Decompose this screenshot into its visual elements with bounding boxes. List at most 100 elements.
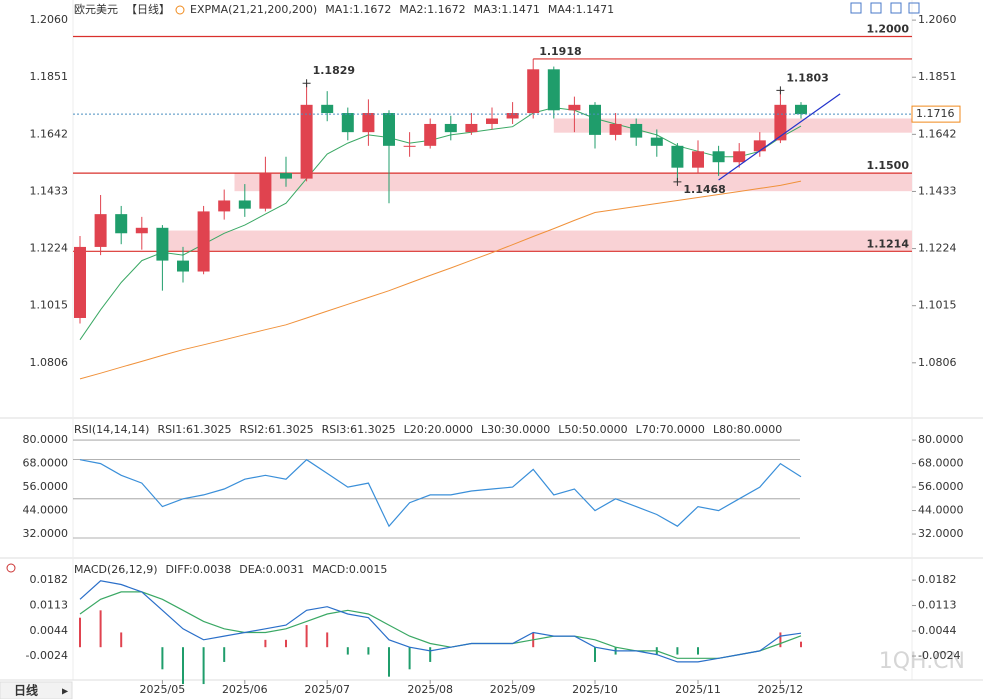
- x-tick-label: 2025/09: [490, 683, 536, 696]
- header-label: DIFF:0.0038: [166, 563, 232, 576]
- header-label: MACD:0.0015: [312, 563, 387, 576]
- header-label: 欧元美元: [74, 3, 118, 16]
- macd-bar: [326, 632, 329, 648]
- y-tick-label: 1.1851: [918, 70, 957, 83]
- candle-body: [341, 113, 354, 133]
- y-tick-label: 68.0000: [918, 457, 964, 470]
- header-label: MA2:1.1672: [399, 3, 465, 16]
- y-tick-label: 0.0182: [918, 573, 957, 586]
- peak-label: 1.1829: [313, 64, 355, 77]
- candle-body: [568, 104, 581, 111]
- candle-body: [671, 145, 684, 168]
- macd-bar: [182, 647, 184, 685]
- watermark: 1QH.CN: [879, 649, 965, 674]
- header-label: MA1:1.1672: [325, 3, 391, 16]
- zone: [553, 118, 912, 133]
- candle-body: [424, 123, 437, 146]
- macd-bar: [346, 647, 349, 655]
- macd-bar: [120, 632, 123, 648]
- level-label: 1.1918: [539, 45, 581, 58]
- settings-icon[interactable]: [6, 563, 16, 573]
- header-label: DEA:0.0031: [239, 563, 304, 576]
- period-tab[interactable]: [0, 681, 73, 699]
- header-label: RSI2:61.3025: [240, 423, 314, 436]
- candle-body: [527, 69, 540, 114]
- dea-line: [79, 591, 802, 659]
- y-tick-label: 32.0000: [918, 527, 964, 540]
- macd-bar: [264, 639, 267, 648]
- peak-marker: [776, 86, 785, 95]
- candle-body: [156, 227, 169, 261]
- zone: [162, 230, 912, 252]
- macd-bar: [408, 647, 411, 670]
- y-tick-label: 1.0806: [918, 356, 957, 369]
- header-label: MA3:1.1471: [474, 3, 540, 16]
- x-tick-label: 2025/05: [140, 683, 186, 696]
- macd-bar: [594, 647, 596, 662]
- y-tick-label: -0.0024: [26, 649, 68, 662]
- tab-arrow: ▶: [62, 687, 69, 696]
- y-tick-label: 44.0000: [918, 504, 964, 517]
- y-tick-label: 0.0113: [30, 599, 69, 612]
- icon[interactable]: [870, 2, 882, 14]
- peak-marker: [302, 79, 311, 88]
- icon[interactable]: [890, 2, 902, 14]
- macd-bar: [779, 632, 782, 648]
- header-label: EXPMA(21,21,200,200): [190, 3, 317, 16]
- header-label: L50:50.0000: [558, 423, 627, 436]
- rsi-line: [79, 458, 802, 528]
- y-tick-label: 80.0000: [918, 433, 964, 446]
- peak-label: 1.1803: [786, 71, 828, 84]
- candle-body: [547, 69, 560, 111]
- icon[interactable]: [850, 2, 862, 14]
- y-tick-label: 0.0113: [918, 599, 957, 612]
- macd-bar: [676, 647, 679, 655]
- x-tick-label: 2025/07: [304, 683, 350, 696]
- macd-bar: [285, 639, 287, 648]
- candle-body: [753, 140, 766, 152]
- x-tick-label: 2025/08: [407, 683, 453, 696]
- candle-body: [465, 123, 478, 133]
- candle-body: [712, 151, 725, 163]
- macd-bar: [800, 641, 802, 648]
- y-tick-label: 1.1433: [30, 184, 69, 197]
- y-tick-label: 1.1015: [30, 299, 69, 312]
- header-label: L80:80.0000: [713, 423, 782, 436]
- y-tick-label: 0.0044: [918, 624, 957, 637]
- candle-body: [733, 151, 746, 163]
- y-tick-label: 80.0000: [23, 433, 69, 446]
- candle-body: [74, 246, 86, 318]
- period-tab-label[interactable]: 日线: [14, 683, 38, 698]
- header-label: RSI1:61.3025: [157, 423, 231, 436]
- candle-body: [280, 173, 292, 179]
- candle-body: [177, 260, 189, 272]
- y-tick-label: 0.0182: [30, 573, 69, 586]
- candle-body: [444, 123, 457, 133]
- header-icon: [175, 5, 185, 15]
- y-tick-label: 1.1642: [918, 127, 957, 140]
- y-tick-label: 56.0000: [23, 480, 69, 493]
- x-tick-label: 2025/12: [758, 683, 804, 696]
- header-label: MACD(26,12,9): [74, 563, 158, 576]
- y-tick-label: -0.0024: [918, 649, 960, 662]
- toolbar-icons[interactable]: [850, 2, 920, 14]
- header-label: L30:30.0000: [481, 423, 550, 436]
- candle-body: [403, 145, 416, 147]
- y-tick-label: 1.1851: [30, 70, 69, 83]
- diff-line: [79, 580, 802, 663]
- candle-body: [486, 118, 498, 124]
- level-label: 1.2000: [867, 23, 910, 36]
- trough-marker: [673, 177, 682, 186]
- candle-body: [795, 104, 807, 115]
- trendline: [718, 93, 841, 181]
- trough-label: 1.1468: [683, 183, 725, 196]
- candle-body: [774, 104, 787, 141]
- candle-body: [135, 227, 148, 234]
- y-tick-label: 32.0000: [23, 527, 69, 540]
- y-tick-label: 1.1224: [918, 242, 957, 255]
- candle-body: [115, 214, 128, 234]
- y-tick-label: 1.1224: [30, 242, 69, 255]
- y-tick-label: 56.0000: [918, 480, 964, 493]
- icon[interactable]: [908, 2, 920, 14]
- header-label: MA4:1.1471: [548, 3, 614, 16]
